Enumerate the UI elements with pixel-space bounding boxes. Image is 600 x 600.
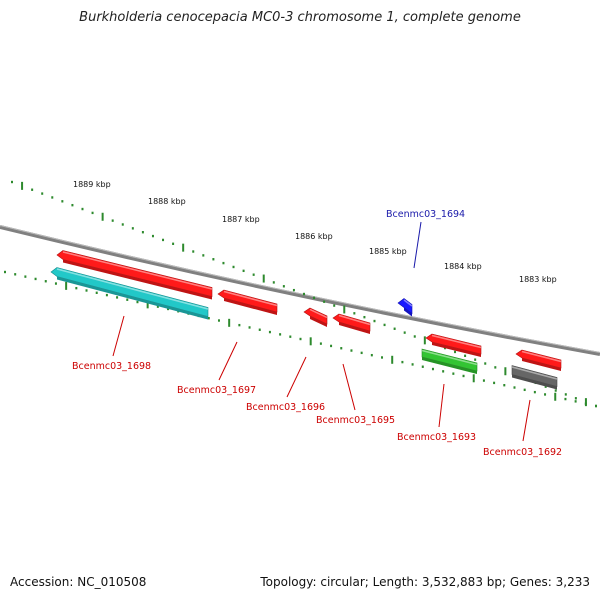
chromosome-backbone — [0, 225, 600, 356]
gene-feature[interactable] — [425, 333, 482, 357]
gene-label[interactable]: Bcenmc03_1694 — [386, 209, 465, 220]
kbp-label: 1887 kbp — [222, 215, 260, 224]
gene-feature[interactable] — [303, 307, 328, 327]
gene-label[interactable]: Bcenmc03_1695 — [316, 415, 395, 426]
label-leader-line — [286, 356, 307, 398]
kbp-label: 1888 kbp — [148, 197, 186, 206]
topology-summary: Topology: circular; Length: 3,532,883 bp… — [260, 575, 590, 589]
map-title: Burkholderia cenocepacia MC0-3 chromosom… — [79, 10, 521, 25]
kbp-label: 1886 kbp — [295, 232, 333, 241]
label-leader-line — [112, 315, 125, 357]
gene-feature[interactable] — [397, 298, 413, 317]
label-leader-line — [522, 399, 531, 442]
gene-label[interactable]: Bcenmc03_1692 — [483, 447, 562, 458]
label-leader-line — [218, 341, 238, 381]
gene-feature[interactable] — [421, 348, 478, 374]
lower-scale-ruler — [4, 270, 597, 408]
kbp-label-group: 1889 kbp 1888 kbp 1887 kbp 1886 kbp 1885 kbp… — [73, 180, 557, 284]
gene-feature[interactable] — [217, 289, 278, 315]
gene-label[interactable]: Bcenmc03_1697 — [177, 385, 256, 396]
gene-label-group: Bcenmc03_1698 Bcenmc03_1697 Bcenmc03_1696 B… — [72, 209, 562, 458]
label-leader-line — [342, 363, 356, 411]
upper-scale-ruler — [11, 180, 597, 408]
gene-feature[interactable] — [50, 267, 209, 320]
gene-label[interactable]: Bcenmc03_1693 — [397, 432, 476, 443]
accession-label: Accession: NC_010508 — [10, 575, 147, 589]
kbp-label: 1889 kbp — [73, 180, 111, 189]
gene-feature[interactable] — [511, 365, 558, 390]
gene-feature[interactable] — [515, 349, 562, 371]
label-leader-line — [413, 221, 422, 269]
gene-feature[interactable] — [56, 250, 213, 300]
gene-feature[interactable] — [332, 313, 371, 334]
gene-label[interactable]: Bcenmc03_1698 — [72, 361, 151, 372]
kbp-label: 1883 kbp — [519, 275, 557, 284]
gene-label[interactable]: Bcenmc03_1696 — [246, 402, 325, 413]
label-leader-lines — [112, 221, 531, 442]
gene-features — [50, 250, 562, 390]
kbp-label: 1884 kbp — [444, 262, 482, 271]
label-leader-line — [438, 383, 445, 428]
kbp-label: 1885 kbp — [369, 247, 407, 256]
